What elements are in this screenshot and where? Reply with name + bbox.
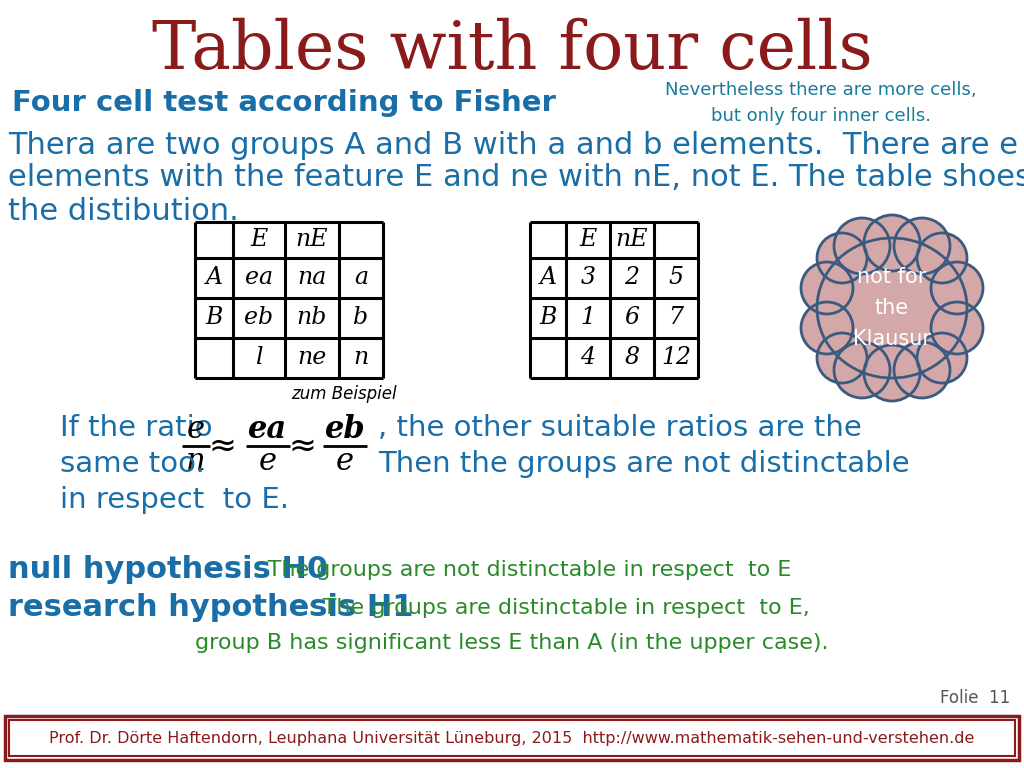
Text: nE: nE bbox=[296, 229, 329, 251]
Circle shape bbox=[919, 335, 965, 381]
Text: 6: 6 bbox=[625, 306, 640, 329]
Text: zum Beispiel: zum Beispiel bbox=[291, 385, 397, 403]
Text: Nevertheless there are more cells,
but only four inner cells.: Nevertheless there are more cells, but o… bbox=[665, 81, 977, 125]
Text: Tables with four cells: Tables with four cells bbox=[152, 18, 872, 83]
Text: 4: 4 bbox=[581, 346, 596, 369]
Circle shape bbox=[919, 235, 965, 281]
Text: eb: eb bbox=[325, 415, 366, 445]
Text: l: l bbox=[255, 346, 263, 369]
FancyBboxPatch shape bbox=[5, 716, 1019, 760]
Circle shape bbox=[801, 262, 853, 314]
Text: a: a bbox=[354, 266, 368, 290]
Text: 3: 3 bbox=[581, 266, 596, 290]
Circle shape bbox=[866, 347, 918, 399]
Circle shape bbox=[894, 218, 950, 274]
Circle shape bbox=[836, 344, 888, 396]
Text: , the other suitable ratios are the: , the other suitable ratios are the bbox=[378, 414, 862, 442]
Text: If the ratio: If the ratio bbox=[60, 414, 213, 442]
Text: Four cell test according to Fisher: Four cell test according to Fisher bbox=[12, 89, 556, 117]
Text: : The groups are distinctable in respect  to E,: : The groups are distinctable in respect… bbox=[308, 598, 810, 618]
Circle shape bbox=[836, 220, 888, 272]
Text: 5: 5 bbox=[669, 266, 683, 290]
Circle shape bbox=[918, 233, 967, 283]
Text: 8: 8 bbox=[625, 346, 640, 369]
Text: na: na bbox=[297, 266, 327, 290]
Circle shape bbox=[801, 302, 853, 354]
Text: A: A bbox=[540, 266, 556, 290]
Circle shape bbox=[896, 220, 948, 272]
Text: ≈: ≈ bbox=[208, 429, 236, 462]
Ellipse shape bbox=[817, 238, 967, 378]
Ellipse shape bbox=[819, 240, 965, 376]
Circle shape bbox=[864, 345, 920, 401]
Text: same too.: same too. bbox=[60, 450, 205, 478]
Text: elements with the feature E and ne with nE, not E. The table shoes: elements with the feature E and ne with … bbox=[8, 164, 1024, 193]
Text: ≈: ≈ bbox=[288, 429, 316, 462]
Text: e: e bbox=[259, 446, 278, 478]
Text: Folie  11: Folie 11 bbox=[940, 689, 1010, 707]
Circle shape bbox=[819, 335, 865, 381]
Circle shape bbox=[817, 333, 867, 383]
Text: B: B bbox=[540, 306, 557, 329]
Circle shape bbox=[918, 333, 967, 383]
Text: eb: eb bbox=[245, 306, 273, 329]
Text: nb: nb bbox=[297, 306, 328, 329]
Text: 7: 7 bbox=[669, 306, 683, 329]
Text: e: e bbox=[187, 415, 205, 445]
Text: ea: ea bbox=[249, 415, 288, 445]
Circle shape bbox=[896, 344, 948, 396]
Text: E: E bbox=[580, 229, 597, 251]
Text: 2: 2 bbox=[625, 266, 640, 290]
Text: research hypothesis H1: research hypothesis H1 bbox=[8, 594, 414, 623]
Text: : The groups are not distinctable in respect  to E: : The groups are not distinctable in res… bbox=[253, 560, 792, 580]
Circle shape bbox=[803, 304, 851, 352]
Text: group B has significant less E than A (in the upper case).: group B has significant less E than A (i… bbox=[196, 633, 828, 653]
Text: E: E bbox=[251, 229, 267, 251]
Text: Then the groups are not distinctable: Then the groups are not distinctable bbox=[378, 450, 909, 478]
Circle shape bbox=[803, 264, 851, 312]
Text: nE: nE bbox=[615, 229, 648, 251]
Text: not for
the
Klausur: not for the Klausur bbox=[853, 266, 931, 349]
Text: B: B bbox=[206, 306, 222, 329]
Text: n: n bbox=[186, 446, 206, 478]
Text: the distibution.: the distibution. bbox=[8, 197, 239, 226]
Circle shape bbox=[834, 342, 890, 398]
Circle shape bbox=[894, 342, 950, 398]
Text: Prof. Dr. Dörte Haftendorn, Leuphana Universität Lüneburg, 2015  http://www.math: Prof. Dr. Dörte Haftendorn, Leuphana Uni… bbox=[49, 730, 975, 746]
Text: A: A bbox=[206, 266, 222, 290]
Circle shape bbox=[866, 217, 918, 269]
Circle shape bbox=[933, 264, 981, 312]
Text: 12: 12 bbox=[662, 346, 691, 369]
Text: null hypothesis H0: null hypothesis H0 bbox=[8, 555, 328, 584]
Text: 1: 1 bbox=[581, 306, 596, 329]
Text: n: n bbox=[353, 346, 369, 369]
Text: in respect  to E.: in respect to E. bbox=[60, 486, 289, 514]
Circle shape bbox=[933, 304, 981, 352]
Text: ea: ea bbox=[245, 266, 273, 290]
Circle shape bbox=[819, 235, 865, 281]
Text: e: e bbox=[336, 446, 354, 478]
Circle shape bbox=[931, 302, 983, 354]
Circle shape bbox=[834, 218, 890, 274]
Circle shape bbox=[864, 215, 920, 271]
Circle shape bbox=[931, 262, 983, 314]
Text: Thera are two groups A and B with a and b elements.  There are e: Thera are two groups A and B with a and … bbox=[8, 131, 1018, 160]
Text: ne: ne bbox=[297, 346, 327, 369]
Circle shape bbox=[817, 233, 867, 283]
Text: b: b bbox=[353, 306, 369, 329]
